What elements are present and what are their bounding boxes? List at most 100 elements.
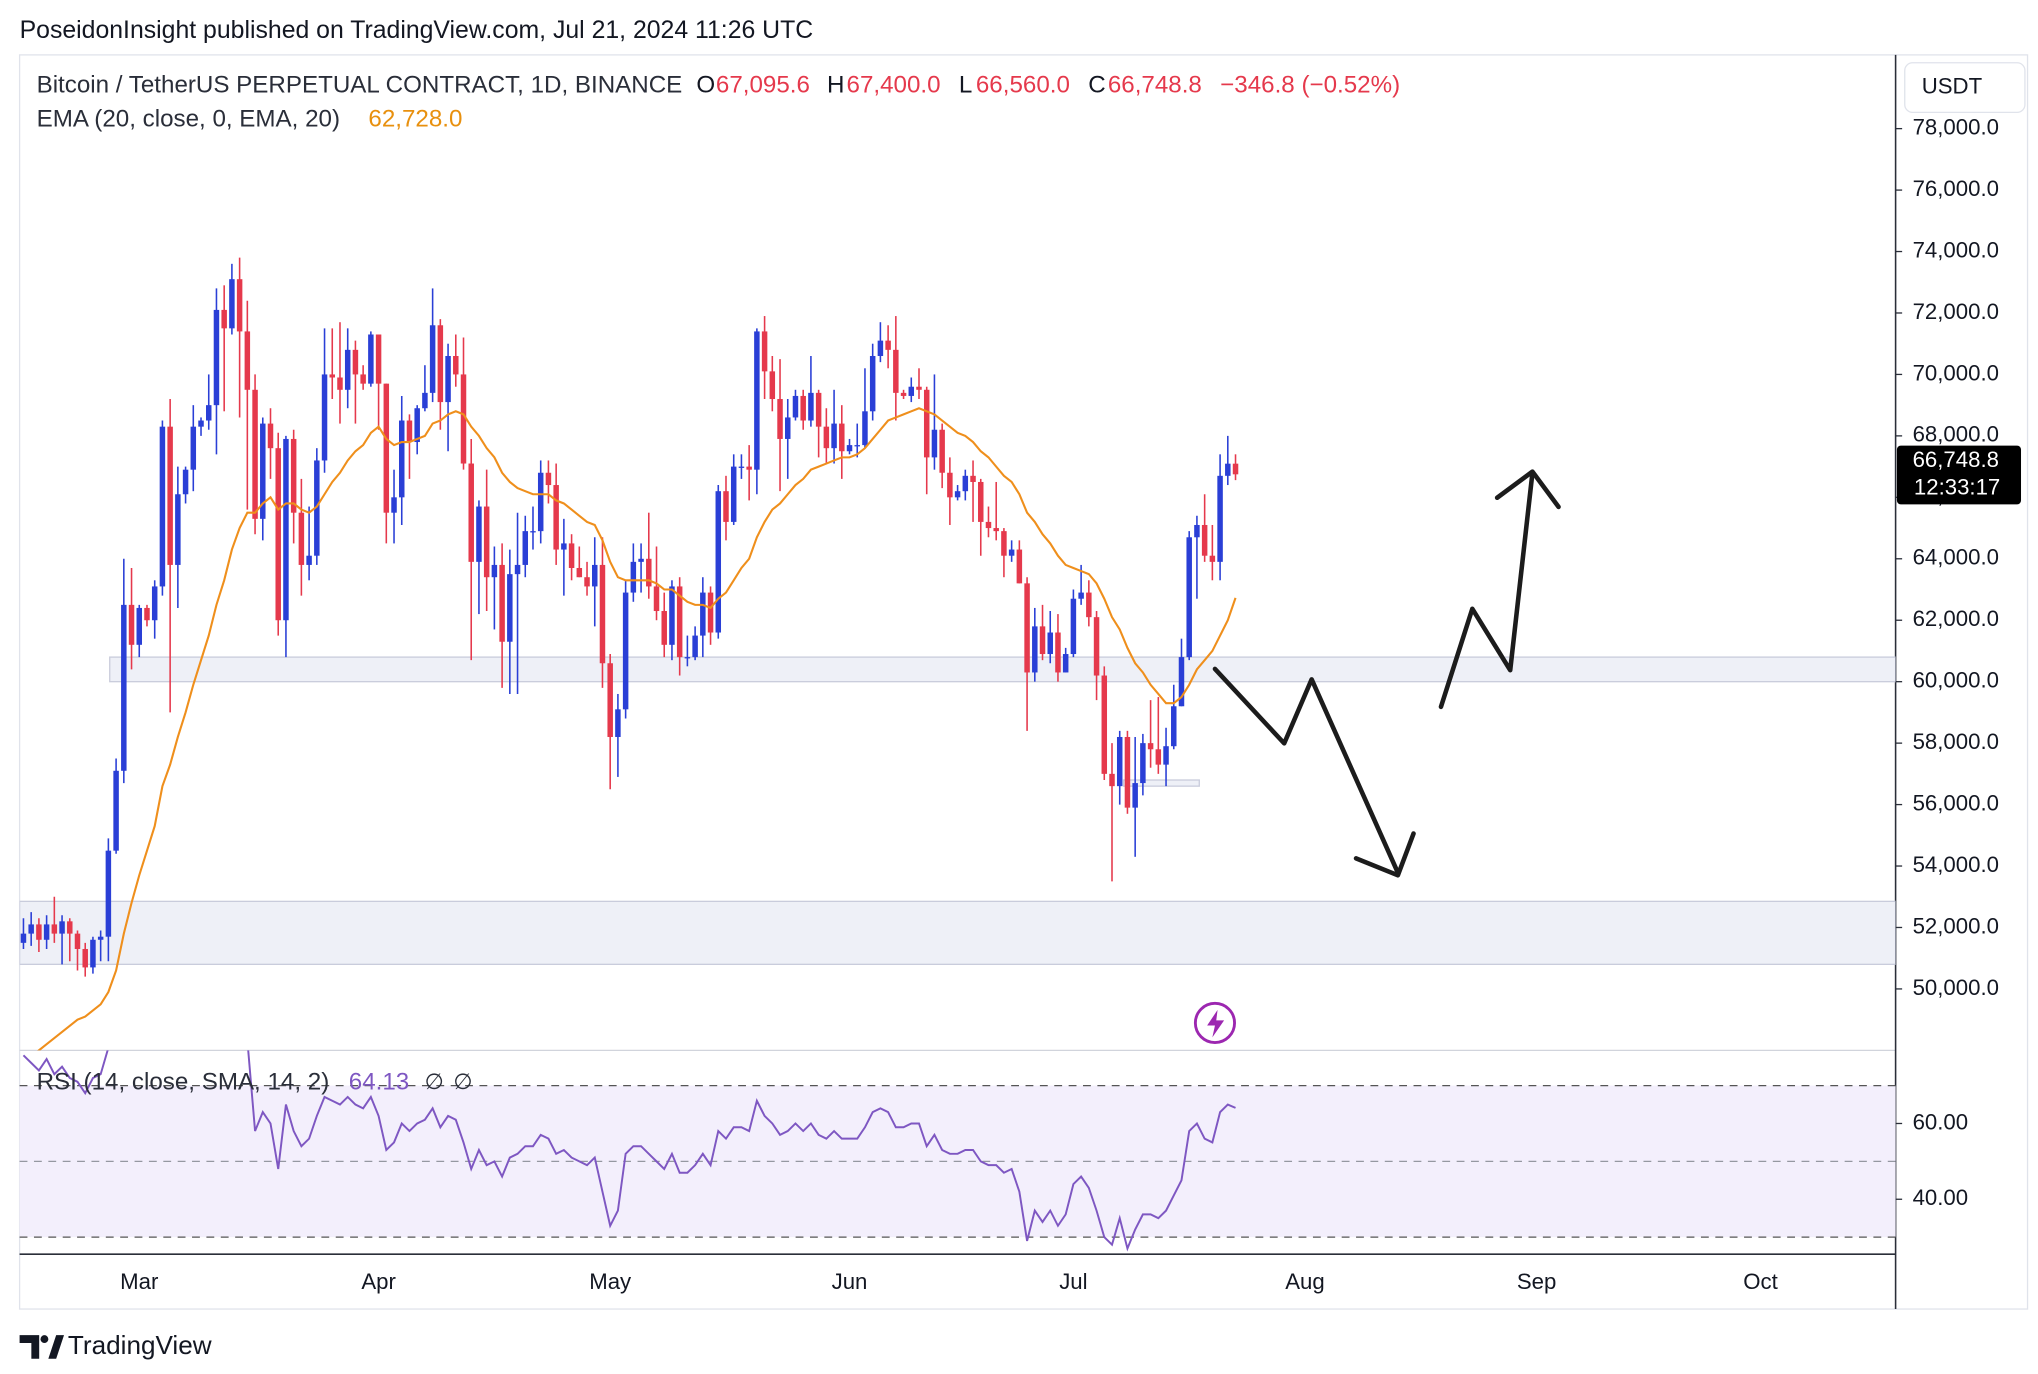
candle-body [723,491,729,522]
y-tick-label: 56,000.0 [1913,790,1999,815]
candle-body [1016,549,1023,584]
candle-body [368,334,374,384]
low-value: 66,560.0 [976,72,1070,99]
candle-body [1163,746,1169,765]
zones [19,656,1896,966]
footer-logo: TradingView [19,1330,212,1360]
y-tick-label: 70,000.0 [1913,360,1999,385]
candle-body [1171,706,1177,747]
candle-body [622,592,629,710]
candle-body [429,325,436,393]
zone [109,656,1896,683]
candles [20,257,1239,977]
last-price-badge [1896,445,2022,505]
candle-body [1194,524,1200,538]
candle-body [584,577,590,587]
candle-body [530,531,536,533]
candle-body [684,657,691,659]
ema-line [37,407,1237,1051]
candle-body [267,423,274,449]
candle-body [553,485,559,550]
y-tick-label: 78,000.0 [1913,114,1999,139]
chart-frame [18,54,2029,1310]
x-tick-label: Aug [1285,1269,1324,1294]
candle-body [1147,743,1154,750]
candle-body [167,426,173,565]
rsi-layer [22,1050,1236,1252]
candle-body [1140,743,1146,784]
candle-body [1232,463,1239,475]
candle-body [1062,654,1069,673]
candle-body [74,933,81,949]
candle-body [190,426,197,470]
ema-layer [37,407,1237,1051]
candle-body [1225,463,1231,476]
candle-body [514,564,521,575]
rsi-tick-label: 60.00 [1913,1109,1969,1134]
candle-body [970,475,976,482]
candle-body [252,389,258,519]
candle-body [59,921,65,934]
candle-body [422,392,428,409]
logo-dot [40,1335,49,1344]
candle-body [1217,475,1223,562]
candle-body [1155,749,1162,765]
candle-body [839,423,845,452]
candle-body [182,469,189,495]
candle-body [460,374,467,464]
candle-body [1086,592,1092,618]
candle-body [1024,583,1030,673]
drawn-arrows [1212,469,1561,878]
ema-legend: EMA (20, close, 0, EMA, 20) [37,106,340,133]
candle-body [630,561,637,593]
candle-body [437,325,444,403]
rsi-extra: ∅ [425,1069,444,1094]
currency-label[interactable]: USDT [1922,73,1983,98]
candle-body [607,663,613,737]
candle-body [476,506,482,562]
y-tick-label: 74,000.0 [1913,237,1999,262]
candle-body [954,491,961,498]
candle-body [854,445,860,447]
rsi-line [22,1050,1236,1252]
candle-body [229,279,235,329]
candle-body [360,374,366,384]
candle-body [1109,773,1115,787]
candle-body [414,408,420,443]
symbol-legend: Bitcoin / TetherUS PERPETUAL CONTRACT, 1… [37,72,683,99]
candle-body [900,392,907,396]
candle-body [1201,524,1208,556]
candle-body [939,429,945,473]
candle-body [283,438,289,621]
candle-body [468,463,474,562]
candle-body [599,564,606,664]
candle-body [260,423,266,519]
candle-body [499,564,505,642]
candle-body [1001,531,1007,556]
candle-body [445,355,451,403]
candle-body [352,349,359,375]
candle-body [669,586,675,645]
candle-body [715,491,722,633]
candle-body [792,395,799,418]
candle-body [43,924,50,940]
candle-body [1093,617,1100,676]
candle-body [823,426,830,449]
event-icon[interactable] [1193,1001,1236,1044]
candle-body [244,331,251,390]
candle-body [1008,549,1015,556]
arrow-up [1438,470,1535,710]
candle-body [97,936,104,940]
candle-body [947,472,953,498]
y-tick-label: 50,000.0 [1913,975,1999,1000]
candle-body [383,383,390,513]
candle-body [213,309,220,406]
candle-body [298,512,305,565]
open-value: 67,095.6 [716,72,810,99]
currency-button[interactable]: USDT [1904,62,2026,114]
candle-body [28,924,34,934]
candle-body [113,770,119,851]
y-tick-label: 54,000.0 [1913,852,1999,877]
logo-slash [48,1335,65,1359]
currency-box[interactable] [1904,62,2026,114]
